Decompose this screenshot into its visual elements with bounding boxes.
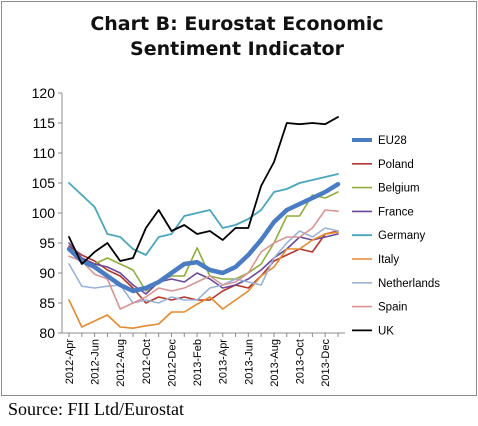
y-tick-label: 85 [39,295,55,311]
x-tick-label: 2013-Aug [269,339,281,387]
chart-title: Chart B: Eurostat Economic Sentiment Ind… [0,12,474,62]
x-tick-label: 2012-Jun [90,339,102,385]
x-tick-label: 2013-Feb [192,339,204,386]
x-tick-label: 2012-Oct [141,339,153,384]
legend-label-france: France [378,206,414,218]
y-tick-label: 120 [32,85,56,101]
x-tick-label: 2013-Apr [218,339,230,385]
series-line-eu28 [66,181,341,294]
x-tick-label: 2013-Oct [295,339,307,384]
series-line-germany [68,173,339,256]
x-tick-label: 2013-Dec [320,339,332,387]
series-line-italy [68,231,339,330]
y-tick-label: 90 [39,265,55,281]
series-line-france [68,233,339,295]
legend-label-italy: Italy [378,254,399,266]
legend-label-poland: Poland [378,159,414,171]
series-line-uk [68,116,339,265]
y-tick-label: 95 [39,235,55,251]
chart-frame [1,1,477,396]
source-note: Source: FII Ltd/Eurostat [8,399,184,419]
line-chart: 80 85 90 95 100 105 110 115 120 2012-Apr 2012-Jun… [32,85,441,387]
y-tick-label: 110 [33,145,56,161]
x-tick-label: 2012-Apr [64,339,76,385]
legend: EU28 Poland Belgium France Germany Italy Nethe… [352,135,440,337]
legend-label-eu28: EU28 [378,135,407,147]
x-tick-label: 2012-Aug [115,339,127,387]
chart-axes [61,93,345,334]
y-axis-ticks: 80 85 90 95 100 105 110 115 120 [32,85,62,341]
y-tick-label: 115 [33,115,56,131]
x-tick-label: 2012-Dec [166,339,178,387]
y-tick-label: 80 [39,325,55,341]
legend-label-germany: Germany [378,230,426,242]
legend-label-belgium: Belgium [378,183,420,195]
legend-label-uk: UK [378,325,394,337]
series-line-spain [68,209,339,310]
legend-label-spain: Spain [378,302,407,314]
y-tick-label: 105 [32,175,56,191]
legend-label-netherlands: Netherlands [378,278,440,290]
series-line-belgium [68,191,339,292]
y-tick-label: 100 [32,205,56,221]
x-axis-ticks: 2012-Apr 2012-Jun 2012-Aug 2012-Oct 2012-Dec… [64,333,339,387]
series-lines [66,116,341,330]
chart-title-line-2: Sentiment Indicator [130,38,344,60]
x-tick-label: 2013-Jun [243,339,255,385]
chart-title-line-1: Chart B: Eurostat Economic [90,13,384,35]
